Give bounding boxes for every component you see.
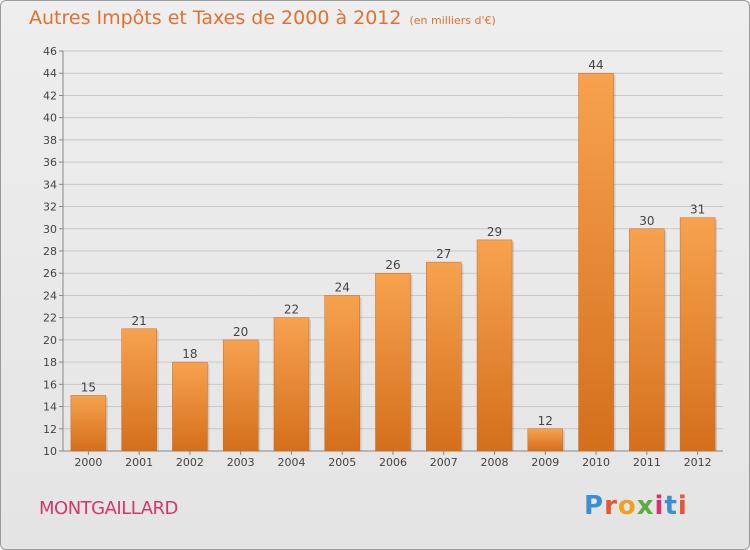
bar — [578, 72, 614, 452]
data-label: 30 — [639, 214, 654, 228]
logo-letter: r — [604, 491, 618, 521]
town-name: MONTGAILLARD — [39, 498, 178, 519]
logo-letter: t — [664, 491, 678, 521]
y-tick-label: 22 — [43, 312, 57, 325]
bar — [527, 428, 564, 452]
y-tick-label: 30 — [43, 223, 57, 236]
x-tick-label: 2003 — [227, 456, 255, 469]
data-label: 24 — [335, 280, 350, 294]
data-label: 15 — [81, 380, 96, 394]
x-tick-label: 2007 — [430, 456, 458, 469]
y-tick-label: 40 — [43, 112, 57, 125]
x-tick-label: 2005 — [328, 456, 356, 469]
x-tick-label: 2002 — [176, 456, 204, 469]
chart-title: Autres Impôts et Taxes de 2000 à 2012 (en… — [29, 7, 496, 29]
bar — [273, 317, 310, 452]
y-tick-label: 36 — [43, 156, 57, 169]
bar — [426, 261, 462, 452]
chart-unit: (en milliers d'€) — [409, 14, 496, 27]
data-label: 21 — [132, 314, 147, 328]
y-tick-label: 26 — [43, 267, 57, 280]
bar — [375, 272, 411, 452]
data-label: 31 — [690, 203, 705, 217]
y-tick-label: 44 — [43, 67, 57, 80]
logo-letter: i — [677, 491, 688, 521]
bar — [476, 239, 513, 452]
y-tick-label: 14 — [43, 401, 57, 414]
x-tick-label: 2011 — [633, 456, 661, 469]
x-tick-label: 2009 — [531, 456, 559, 469]
y-tick-label: 42 — [43, 89, 57, 102]
x-tick-label: 2012 — [684, 456, 712, 469]
bar — [121, 328, 157, 452]
logo-letter: o — [617, 491, 637, 521]
bar — [629, 228, 665, 452]
bar — [324, 295, 360, 452]
y-tick-label: 46 — [43, 45, 57, 58]
bars — [70, 72, 718, 452]
proxiti-logo[interactable]: Proxiti — [584, 491, 688, 521]
y-tick-label: 16 — [43, 378, 57, 391]
bar — [172, 361, 208, 452]
x-tick-label: 2000 — [74, 456, 102, 469]
y-tick-label: 32 — [43, 201, 57, 214]
logo-letter: x — [636, 491, 655, 521]
data-label: 44 — [588, 58, 603, 72]
y-tick-label: 24 — [43, 289, 57, 302]
data-label: 27 — [436, 247, 451, 261]
x-tick-label: 2008 — [481, 456, 509, 469]
x-tick-label: 2004 — [277, 456, 305, 469]
y-tick-label: 10 — [43, 445, 57, 458]
x-tick-label: 2001 — [125, 456, 153, 469]
bar — [679, 217, 716, 452]
x-tick-label: 2010 — [582, 456, 610, 469]
y-tick-label: 18 — [43, 356, 57, 369]
data-label: 20 — [233, 325, 248, 339]
y-tick-label: 34 — [43, 178, 57, 191]
y-tick-label: 20 — [43, 334, 57, 347]
y-tick-label: 12 — [43, 423, 57, 436]
y-tick-label: 38 — [43, 134, 57, 147]
logo-letter: i — [654, 491, 665, 521]
logo-letter: P — [584, 491, 605, 521]
x-tick-label: 2006 — [379, 456, 407, 469]
bar — [222, 339, 259, 452]
data-label: 29 — [487, 225, 502, 239]
y-tick-label: 28 — [43, 245, 57, 258]
labels: 10 12 14 16 18 20 22 24 26 28 30 32 34 36 38 40 42 44 46 15… — [43, 45, 712, 469]
data-label: 22 — [284, 303, 299, 317]
data-label: 12 — [538, 414, 553, 428]
bar — [70, 395, 107, 452]
data-label: 26 — [385, 258, 400, 272]
data-label: 18 — [182, 347, 197, 361]
